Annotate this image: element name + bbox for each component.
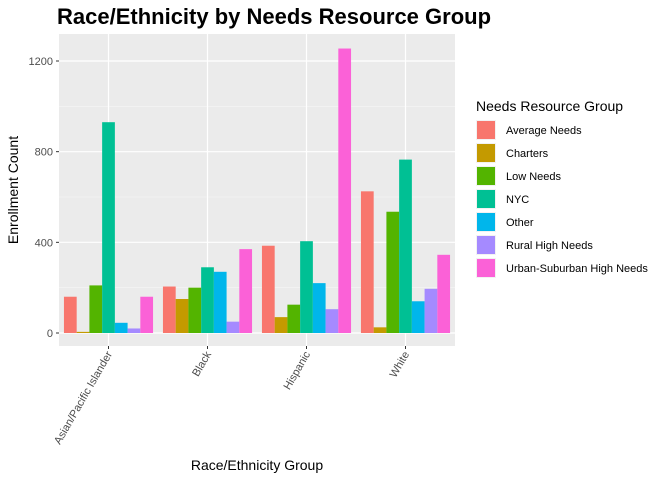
bar <box>239 249 253 333</box>
legend-label: Low Needs <box>506 171 562 183</box>
bar <box>312 283 326 333</box>
legend-label: Rural High Needs <box>506 240 593 252</box>
y-tick-label: 0 <box>47 328 53 340</box>
bar <box>201 267 214 333</box>
chart-title: Race/Ethnicity by Needs Resource Group <box>57 4 491 29</box>
bar <box>175 299 189 333</box>
bar <box>114 322 128 333</box>
x-tick-label: White <box>388 350 412 380</box>
bar <box>63 296 77 333</box>
bar <box>102 122 115 333</box>
bar <box>261 245 275 333</box>
y-tick-label: 800 <box>35 147 53 159</box>
legend-label: NYC <box>506 194 529 206</box>
y-tick-label: 1200 <box>29 56 53 68</box>
legend-key <box>477 121 495 139</box>
bar <box>437 254 451 333</box>
bar <box>76 331 90 333</box>
bar <box>89 285 103 333</box>
bar <box>300 241 313 333</box>
legend-key <box>477 259 495 277</box>
legend-label: Average Needs <box>506 125 582 137</box>
y-axis-title: Enrollment Count <box>5 136 21 244</box>
legend: Needs Resource Group Average Needs Charte… <box>476 98 648 278</box>
x-tick-label: Asian/Pacific Islander <box>52 349 115 446</box>
bar <box>399 159 412 333</box>
bar <box>325 309 339 333</box>
bars <box>63 48 451 333</box>
bar <box>274 317 288 333</box>
legend-key <box>477 190 495 208</box>
x-tick-label: Black <box>190 349 214 379</box>
x-axis-title: Race/Ethnicity Group <box>191 457 323 473</box>
bar <box>287 304 301 333</box>
y-tick-label: 400 <box>35 237 53 249</box>
legend-key <box>477 236 495 254</box>
legend-label: Charters <box>506 148 549 160</box>
bar <box>424 288 438 333</box>
legend-key <box>477 167 495 185</box>
bar <box>338 48 352 333</box>
legend-key <box>477 144 495 162</box>
bar <box>226 321 240 333</box>
x-axis: Asian/Pacific Islander Black Hispanic White <box>52 346 412 447</box>
bar <box>411 301 425 333</box>
bar <box>127 328 141 333</box>
bar <box>373 327 387 333</box>
y-axis: 0 400 800 1200 <box>29 56 59 340</box>
bar <box>360 191 374 333</box>
legend-title: Needs Resource Group <box>476 98 623 114</box>
bar <box>213 271 227 333</box>
bar <box>162 286 176 333</box>
legend-label: Other <box>506 217 534 229</box>
x-tick-label: Hispanic <box>282 349 314 392</box>
bar <box>386 211 400 333</box>
bar <box>140 296 154 333</box>
legend-key <box>477 213 495 231</box>
legend-label: Urban-Suburban High Needs <box>506 263 648 275</box>
bar <box>188 287 202 333</box>
